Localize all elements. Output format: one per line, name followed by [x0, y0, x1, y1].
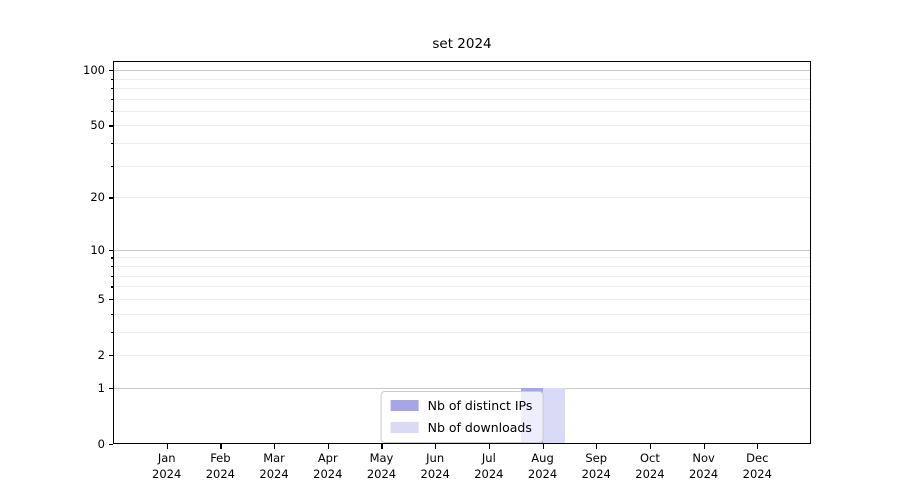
- chart-title: set 2024: [432, 36, 492, 52]
- major-gridline: [114, 70, 810, 72]
- y-tick-mark: [108, 197, 113, 199]
- x-tick-mark: [596, 444, 598, 449]
- bar-nb-of-downloads-aug-2024: [542, 387, 565, 444]
- y-tick-label: 100: [83, 63, 105, 78]
- minor-gridline: [114, 298, 810, 300]
- legend-swatch-downloads: [390, 422, 419, 433]
- minor-gridline: [114, 143, 810, 145]
- y-minor-tick-mark: [110, 87, 113, 90]
- x-tick-label: Jul 2024: [474, 451, 504, 481]
- minor-gridline: [114, 98, 810, 100]
- y-tick-label: 2: [97, 347, 105, 362]
- x-tick-mark: [649, 444, 652, 449]
- legend-label-distinct-ips: Nb of distinct IPs: [427, 398, 533, 413]
- y-tick-mark: [108, 70, 113, 72]
- x-tick-mark: [757, 444, 759, 449]
- x-tick-label: Dec 2024: [742, 451, 772, 481]
- legend: Nb of distinct IPs Nb of downloads: [380, 391, 544, 443]
- x-tick-mark: [488, 444, 491, 449]
- y-minor-tick-mark: [110, 257, 113, 259]
- y-minor-tick-mark: [110, 331, 113, 333]
- minor-gridline: [114, 275, 810, 277]
- y-tick-mark: [108, 444, 113, 446]
- x-tick-label: Jun 2024: [420, 451, 450, 481]
- y-tick-label: 0: [97, 437, 105, 451]
- y-minor-tick-mark: [110, 286, 113, 288]
- x-tick-mark: [542, 444, 544, 449]
- y-minor-tick-mark: [110, 78, 113, 80]
- major-gridline: [114, 387, 810, 389]
- minor-gridline: [114, 165, 810, 167]
- y-tick-label: 50: [90, 118, 105, 133]
- x-tick-label: Oct 2024: [635, 451, 665, 481]
- y-tick-mark: [108, 387, 113, 390]
- x-tick-mark: [166, 444, 168, 449]
- y-minor-tick-mark: [110, 275, 113, 277]
- minor-gridline: [114, 197, 810, 199]
- minor-gridline: [114, 257, 810, 259]
- legend-item-distinct-ips: Nb of distinct IPs: [390, 398, 533, 413]
- x-tick-label: Feb 2024: [205, 451, 236, 481]
- y-tick-label: 20: [90, 190, 105, 205]
- y-tick-mark: [108, 125, 113, 127]
- x-tick-mark: [381, 444, 383, 449]
- legend-label-downloads: Nb of downloads: [427, 420, 532, 435]
- minor-gridline: [114, 331, 810, 333]
- y-minor-tick-mark: [110, 110, 113, 113]
- y-minor-tick-mark: [110, 265, 113, 268]
- x-tick-label: Apr 2024: [313, 451, 343, 481]
- x-tick-mark: [327, 444, 329, 449]
- minor-gridline: [114, 286, 810, 288]
- x-tick-mark: [435, 444, 437, 449]
- y-minor-tick-mark: [110, 313, 113, 315]
- y-tick-label: 1: [97, 380, 105, 395]
- y-tick-label: 10: [90, 242, 105, 257]
- x-tick-mark: [274, 444, 276, 449]
- x-tick-label: Mar 2024: [259, 451, 289, 481]
- x-tick-label: Jan 2024: [152, 451, 182, 481]
- x-tick-label: May 2024: [366, 451, 397, 481]
- legend-swatch-distinct-ips: [390, 400, 419, 411]
- x-tick-mark: [220, 444, 222, 449]
- y-tick-mark: [108, 298, 113, 301]
- y-tick-mark: [108, 354, 113, 357]
- x-tick-label: Sep 2024: [581, 451, 611, 481]
- y-minor-tick-mark: [110, 143, 113, 145]
- minor-gridline: [114, 265, 810, 267]
- minor-gridline: [114, 125, 810, 127]
- x-tick-label: Aug 2024: [527, 451, 558, 481]
- y-tick-label: 5: [97, 291, 105, 306]
- y-minor-tick-mark: [110, 98, 113, 100]
- legend-item-downloads: Nb of downloads: [390, 420, 533, 435]
- y-minor-tick-mark: [110, 165, 113, 167]
- x-tick-mark: [703, 444, 705, 449]
- major-gridline: [114, 249, 810, 251]
- axes-frame: [113, 61, 811, 444]
- y-tick-mark: [108, 249, 113, 251]
- minor-gridline: [114, 87, 810, 89]
- minor-gridline: [114, 110, 810, 112]
- minor-gridline: [114, 78, 810, 80]
- minor-gridline: [114, 354, 810, 356]
- x-tick-label: Nov 2024: [688, 451, 719, 481]
- minor-gridline: [114, 313, 810, 315]
